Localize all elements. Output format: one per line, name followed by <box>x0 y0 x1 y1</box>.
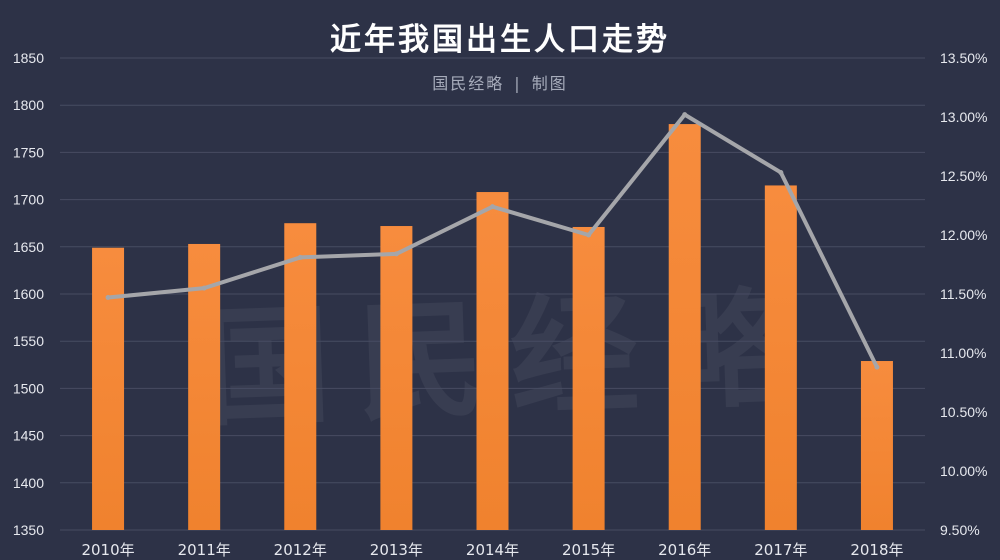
bar <box>380 226 413 531</box>
bar <box>92 247 125 530</box>
x-tick-label: 2013年 <box>370 541 423 559</box>
left-axis-ticks: 1350 1400 1450 1500 1550 1600 1650 1700 1750 1800… <box>13 50 44 538</box>
left-tick-label: 1350 <box>13 522 44 538</box>
right-tick-label: 10.00% <box>940 463 987 479</box>
x-tick-label: 2014年 <box>466 541 519 559</box>
rate-point <box>393 251 399 257</box>
left-tick-label: 1400 <box>13 475 44 491</box>
bars <box>92 124 893 531</box>
left-tick-label: 1450 <box>13 428 44 444</box>
right-tick-label: 11.50% <box>940 286 986 302</box>
subtitle-separator: | <box>514 74 522 93</box>
x-tick-label: 2011年 <box>178 541 231 559</box>
rate-point <box>297 254 303 260</box>
x-tick-label: 2015年 <box>562 541 615 559</box>
rate-point <box>201 285 207 291</box>
left-tick-label: 1500 <box>13 380 44 396</box>
bar <box>476 192 509 530</box>
left-tick-label: 1800 <box>13 97 44 113</box>
x-tick-label: 2012年 <box>274 541 327 559</box>
bar <box>188 243 221 530</box>
left-tick-label: 1750 <box>13 144 44 160</box>
rate-point <box>874 364 880 370</box>
rate-point <box>586 232 592 238</box>
x-tick-label: 2010年 <box>81 541 134 559</box>
right-tick-label: 10.50% <box>940 404 987 420</box>
left-tick-label: 1700 <box>13 192 44 208</box>
left-tick-label: 1650 <box>13 239 44 255</box>
right-tick-label: 12.00% <box>940 227 987 243</box>
rate-point <box>105 295 111 301</box>
left-tick-label: 1550 <box>13 333 44 349</box>
bar <box>668 124 701 530</box>
bar <box>860 361 893 530</box>
subtitle-credit: 制图 <box>531 74 568 93</box>
x-tick-label: 2017年 <box>754 541 807 559</box>
right-tick-label: 9.50% <box>940 522 980 538</box>
x-tick-label: 2018年 <box>850 541 903 559</box>
x-axis-ticks: 2010年 2011年 2012年 2013年 2014年 2015年 2016年 2017年… <box>81 541 903 559</box>
x-tick-label: 2016年 <box>658 541 711 559</box>
bar <box>284 223 317 530</box>
rate-point <box>490 204 495 210</box>
rate-line <box>105 112 880 370</box>
right-tick-label: 12.50% <box>940 168 987 184</box>
bar <box>572 226 605 530</box>
rate-point <box>778 169 784 175</box>
left-tick-label: 1850 <box>13 50 44 66</box>
right-axis-ticks: 9.50% 10.00% 10.50% 11.00% 11.50% 12.00% 12.50… <box>940 50 987 538</box>
left-tick-label: 1600 <box>13 286 44 302</box>
subtitle-source: 国民经略 <box>432 74 505 93</box>
chart-title: 近年我国出生人口走势 <box>330 22 670 58</box>
right-tick-label: 13.00% <box>940 109 987 125</box>
chart-subtitle: 国民经略 | 制图 <box>0 70 1000 94</box>
right-tick-label: 11.00% <box>940 345 986 361</box>
right-tick-label: 13.50% <box>940 50 987 66</box>
bar <box>764 185 797 530</box>
rate-point <box>682 112 688 118</box>
